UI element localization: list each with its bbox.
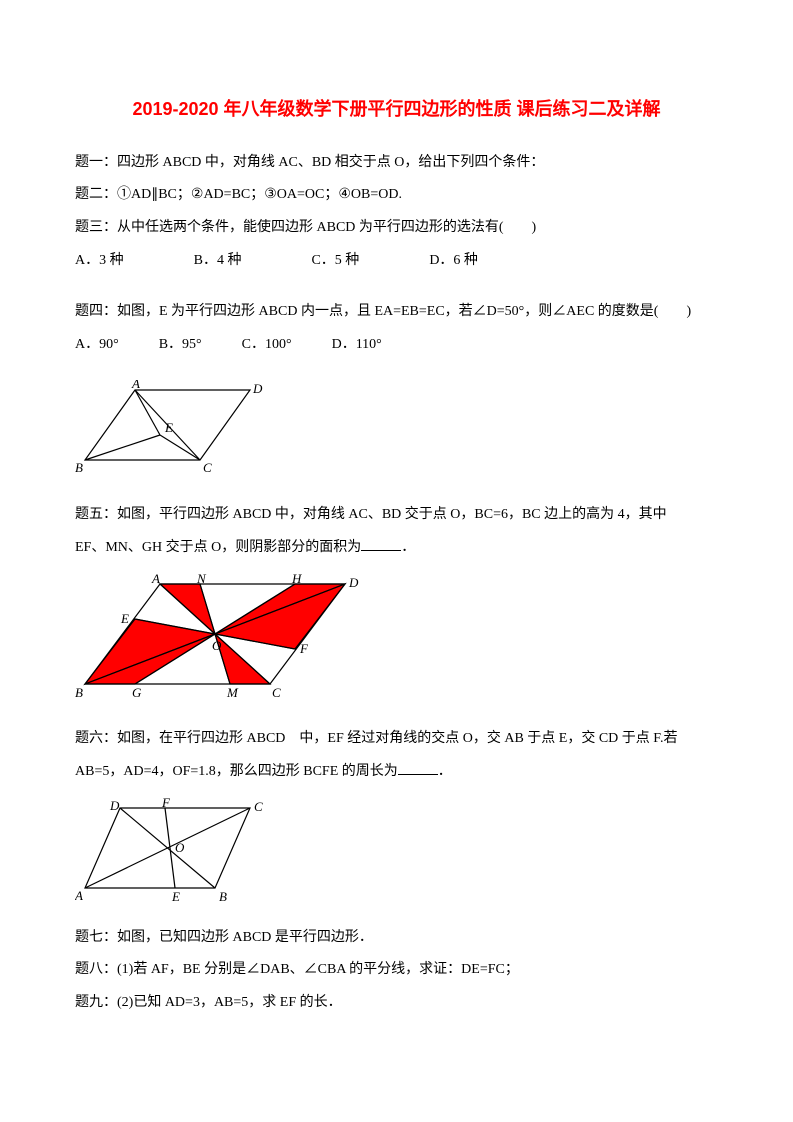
q6-text: AB=5，AD=4，OF=1.8，那么四边形 BCFE 的周长为 xyxy=(75,764,398,779)
q6-end: ． xyxy=(438,764,452,779)
svg-text:C: C xyxy=(272,685,281,700)
svg-text:A: A xyxy=(131,380,140,391)
question-6-line1: 题六：如图，在平行四边形 ABCD 中，EF 经过对角线的交点 O，交 AB 于… xyxy=(75,724,718,755)
svg-text:D: D xyxy=(348,575,359,590)
figure-3: D F C A E B O xyxy=(75,798,718,903)
svg-text:O: O xyxy=(175,840,185,855)
svg-text:M: M xyxy=(226,685,239,700)
svg-text:O: O xyxy=(212,638,222,653)
question-6-line2: AB=5，AD=4，OF=1.8，那么四边形 BCFE 的周长为 ． xyxy=(75,757,718,788)
svg-text:F: F xyxy=(161,798,171,810)
svg-text:C: C xyxy=(203,460,212,475)
q3-opt-d: D．6 种 xyxy=(429,246,478,277)
svg-text:B: B xyxy=(75,460,83,475)
question-7: 题七：如图，已知四边形 ABCD 是平行四边形． xyxy=(75,923,718,954)
question-5-line2: EF、MN、GH 交于点 O，则阴影部分的面积为 ． xyxy=(75,533,718,564)
svg-text:A: A xyxy=(75,888,83,903)
page-title: 2019-2020 年八年级数学下册平行四边形的性质 课后练习二及详解 xyxy=(75,90,718,130)
svg-text:E: E xyxy=(164,420,173,435)
svg-text:D: D xyxy=(252,381,263,396)
question-3: 题三：从中任选两个条件，能使四边形 ABCD 为平行四边形的选法有( ) xyxy=(75,213,718,244)
blank-1 xyxy=(361,537,401,551)
svg-text:C: C xyxy=(254,799,263,814)
svg-text:N: N xyxy=(196,574,207,586)
q3-opt-b: B．4 种 xyxy=(194,246,242,277)
question-2: 题二：①AD∥BC；②AD=BC；③OA=OC；④OB=OD. xyxy=(75,180,718,211)
svg-text:G: G xyxy=(132,685,142,700)
q3-opt-c: C．5 种 xyxy=(311,246,359,277)
q4-opt-b: B．95° xyxy=(159,330,202,361)
question-8: 题八：(1)若 AF，BE 分别是∠DAB、∠CBA 的平分线，求证：DE=FC… xyxy=(75,955,718,986)
blank-2 xyxy=(398,761,438,775)
figure-1: A D B C E xyxy=(75,380,718,480)
q4-opt-d: D．110° xyxy=(332,330,382,361)
q4-opt-a: A．90° xyxy=(75,330,119,361)
svg-text:A: A xyxy=(151,574,160,586)
figure-2: A N H D B G M C E F O xyxy=(75,574,718,704)
svg-text:E: E xyxy=(171,889,180,903)
q3-options: A．3 种 B．4 种 C．5 种 D．6 种 xyxy=(75,246,718,277)
question-1: 题一：四边形 ABCD 中，对角线 AC、BD 相交于点 O，给出下列四个条件： xyxy=(75,148,718,179)
question-5-line1: 题五：如图，平行四边形 ABCD 中，对角线 AC、BD 交于点 O，BC=6，… xyxy=(75,500,718,531)
svg-text:E: E xyxy=(120,611,129,626)
q5-text: EF、MN、GH 交于点 O，则阴影部分的面积为 xyxy=(75,540,361,555)
q4-opt-c: C．100° xyxy=(242,330,292,361)
q3-opt-a: A．3 种 xyxy=(75,246,124,277)
q5-end: ． xyxy=(401,540,415,555)
svg-text:F: F xyxy=(299,641,309,656)
svg-text:D: D xyxy=(109,798,120,813)
svg-text:B: B xyxy=(219,889,227,903)
q4-options: A．90° B．95° C．100° D．110° xyxy=(75,330,718,361)
svg-text:B: B xyxy=(75,685,83,700)
question-9: 题九：(2)已知 AD=3，AB=5，求 EF 的长． xyxy=(75,988,718,1019)
question-4: 题四：如图，E 为平行四边形 ABCD 内一点，且 EA=EB=EC，若∠D=5… xyxy=(75,297,718,328)
svg-text:H: H xyxy=(291,574,302,586)
